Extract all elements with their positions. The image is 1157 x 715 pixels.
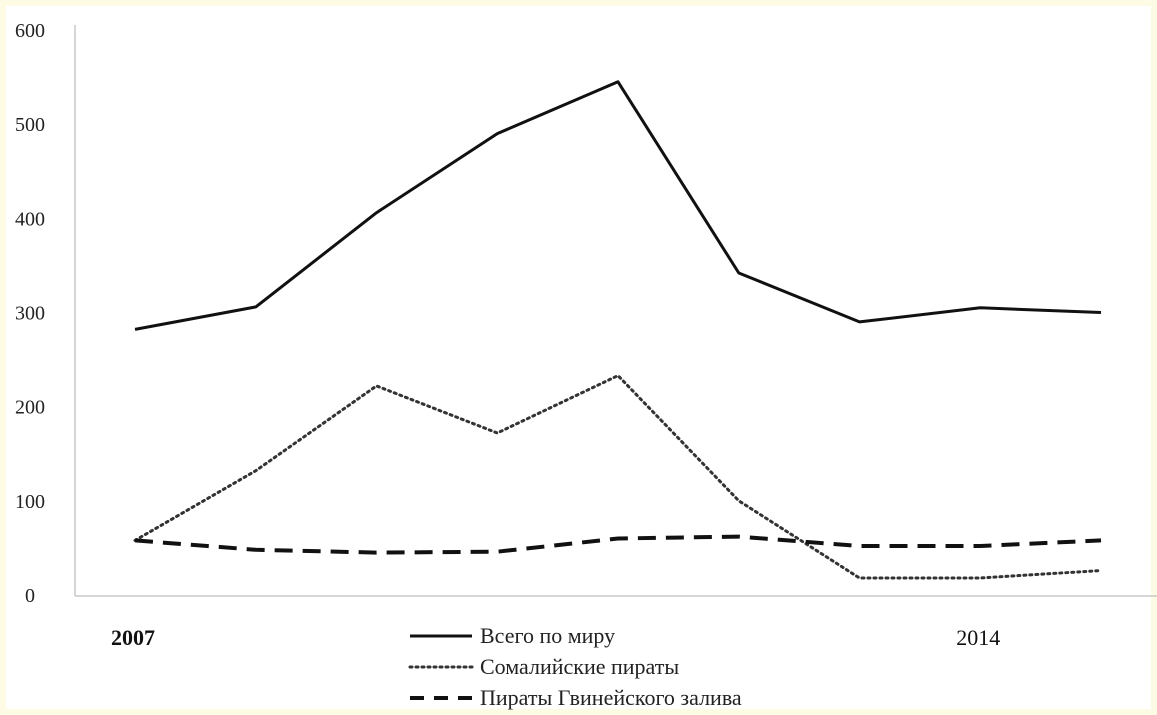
x-tick-label: 2014 [956,625,1000,650]
legend-label: Всего по миру [480,623,615,648]
x-tick-labels: 2007 2014 [111,625,1000,650]
axes [74,25,1157,597]
y-tick-label: 600 [15,20,45,42]
series-line-2 [133,374,1103,580]
y-tick-label: 0 [25,585,35,607]
y-tick-label: 200 [15,397,45,419]
legend: Всего по миру Сомалийские пираты Пираты Гв… [408,623,742,710]
series-line-1 [134,80,1102,331]
y-tick-label: 400 [15,208,45,230]
series-line-3 [134,534,1102,555]
y-tick-label: 300 [15,303,45,325]
legend-label: Сомалийские пираты [480,654,679,679]
chart-frame [6,6,1151,709]
series-lines [133,80,1103,580]
x-tick-label: 2007 [111,625,155,650]
y-tick-label: 500 [15,114,45,136]
y-tick-label: 100 [15,491,45,513]
y-tick-labels: 0 100 200 300 400 500 600 [15,20,45,607]
legend-label: Пираты Гвинейского залива [480,685,742,710]
